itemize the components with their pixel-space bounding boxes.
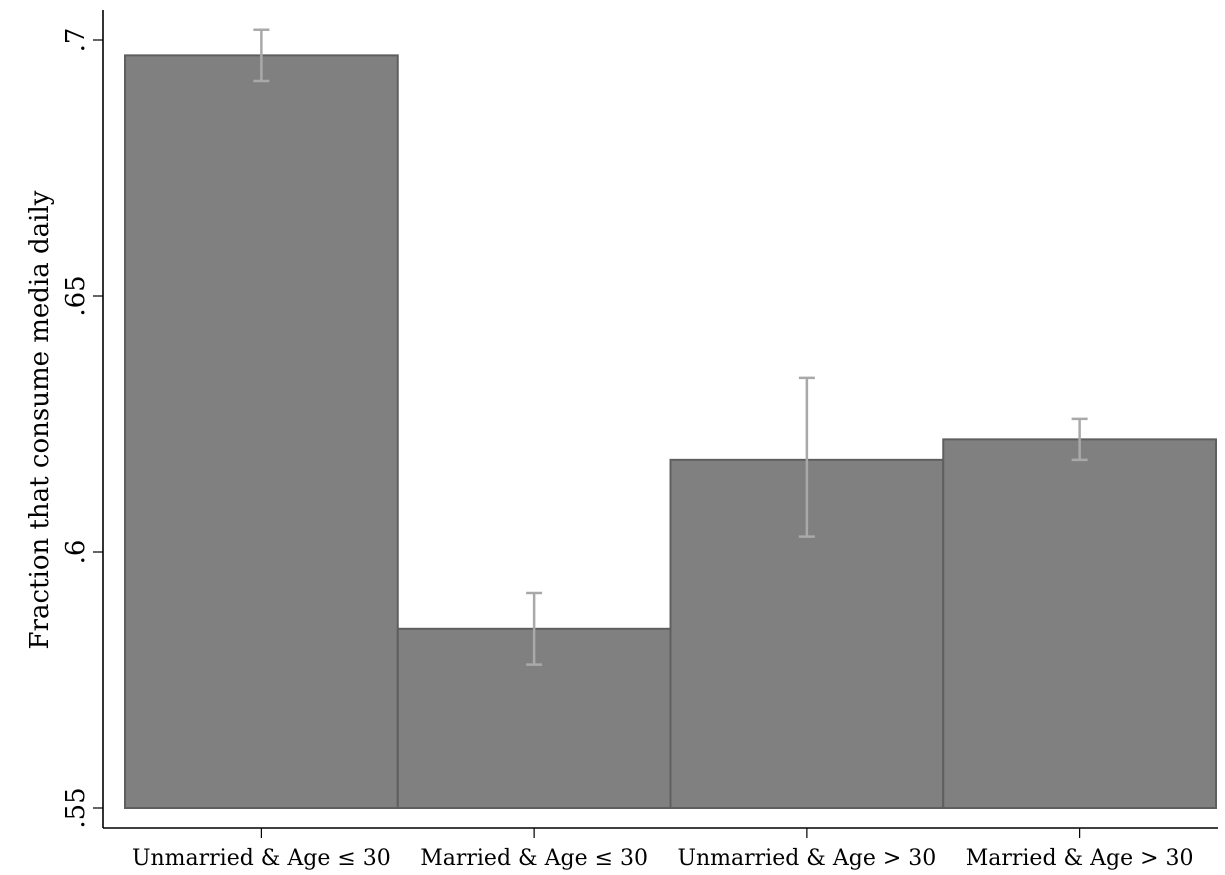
y-tick-label-3: .65 xyxy=(61,275,91,316)
error-bar-4 xyxy=(1071,417,1088,462)
y-axis-ticks: .55 .6 .65 .7 xyxy=(61,28,103,829)
bar-1 xyxy=(124,54,399,810)
bar-4 xyxy=(942,438,1217,809)
error-bar-1 xyxy=(253,28,270,83)
x-tick-label-2: Married & Age ≤ 30 xyxy=(420,846,648,871)
bars xyxy=(124,54,1217,810)
x-tick-label-3: Unmarried & Age > 30 xyxy=(677,846,936,871)
error-bar-2 xyxy=(526,591,543,666)
y-tick-label-4: .7 xyxy=(61,28,91,53)
error-bar-3 xyxy=(798,376,815,538)
y-tick-label-1: .55 xyxy=(61,787,91,828)
x-axis-ticks: Unmarried & Age ≤ 30 Married & Age ≤ 30 Un… xyxy=(132,828,1194,871)
y-tick-label-2: .6 xyxy=(61,540,91,565)
x-tick-label-4: Married & Age > 30 xyxy=(966,846,1194,871)
y-axis-title: Fraction that consume media daily xyxy=(25,190,55,649)
x-tick-label-1: Unmarried & Age ≤ 30 xyxy=(132,846,391,871)
error-bars xyxy=(253,28,1088,666)
